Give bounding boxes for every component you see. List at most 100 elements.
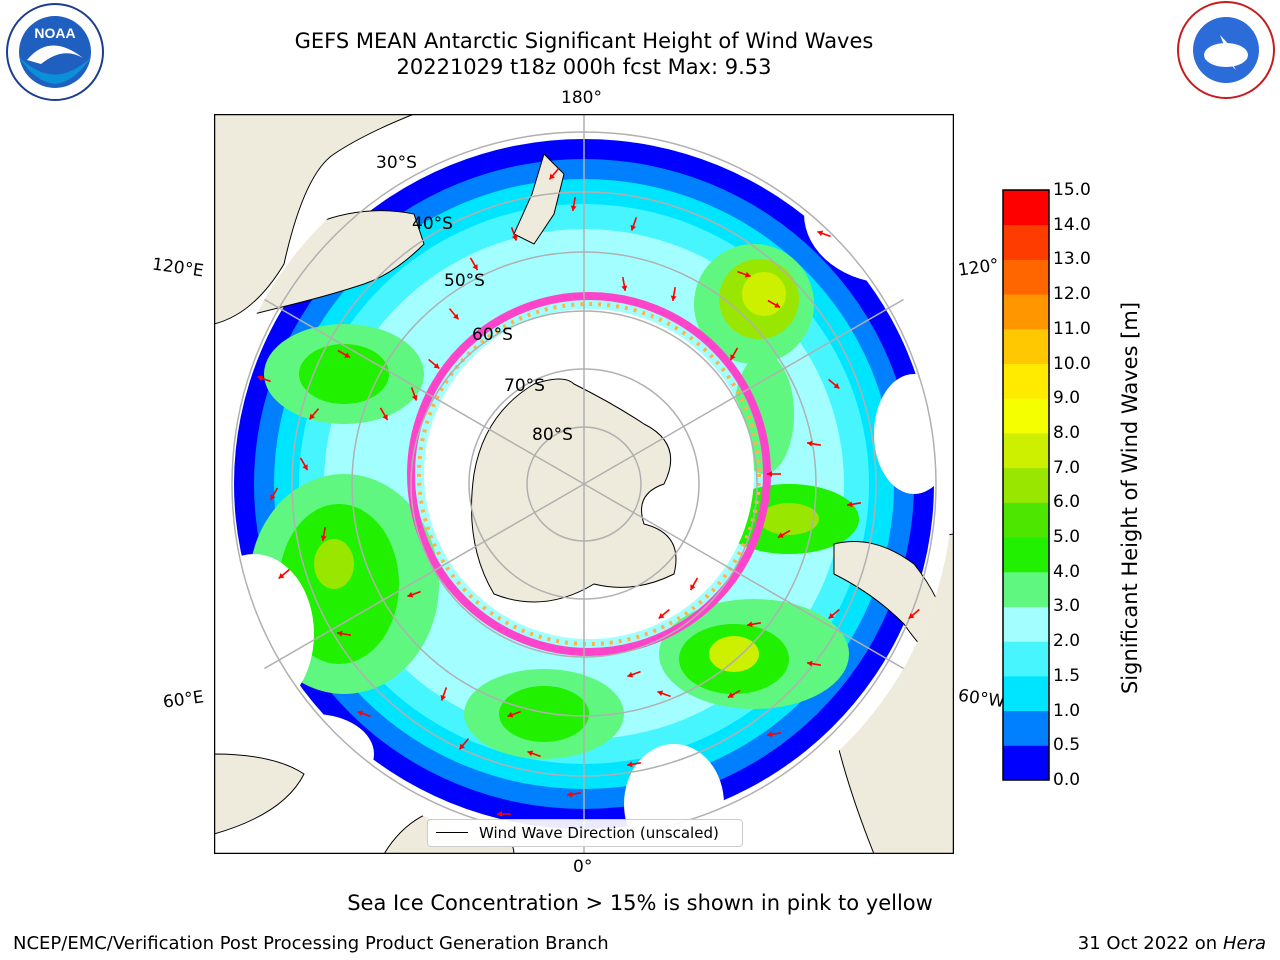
wave-arrow-head (433, 362, 440, 369)
colorbar-tick-label: 1.0 (1053, 700, 1081, 721)
footer-machine: Hera (1222, 933, 1266, 954)
colorbar-tick-label: 5.0 (1053, 527, 1081, 548)
colorbar-segment (1003, 363, 1049, 399)
wave-arrow-head (767, 731, 773, 738)
wave-arrow-head (309, 413, 316, 420)
wave-arrow-head (407, 591, 414, 598)
colorbar-segment (1003, 398, 1049, 434)
wave-arrow-head (908, 612, 915, 619)
wave-arrow-head (807, 440, 813, 447)
colorbar-tick-label: 8.0 (1053, 422, 1081, 443)
wave-arrow-head (549, 173, 556, 180)
wave-arrow-head (630, 224, 637, 231)
lat-label-40s: 40°S (412, 214, 453, 234)
noaa-logo-text: NOAA (34, 25, 75, 41)
wave-arrow-head (690, 584, 696, 591)
wave-arrow-head (511, 234, 518, 241)
colorbar-tick-label: 10.0 (1053, 353, 1091, 374)
legend-label: Wind Wave Direction (unscaled) (479, 824, 719, 842)
wave-arrow-head (847, 501, 853, 508)
lon-label-60e: 60°E (161, 687, 206, 713)
wave-arrow-head (527, 750, 534, 757)
colorbar-segment (1003, 190, 1049, 226)
colorbar-segment (1003, 710, 1049, 746)
wave-arrow-head (257, 375, 264, 382)
wave-arrow-head (270, 494, 276, 501)
colorbar-tick-label: 9.0 (1053, 388, 1081, 409)
chart-subtitle: 20221029 t18z 000h fcst Max: 9.53 (396, 55, 772, 79)
graticule (215, 115, 953, 853)
colorbar-tick-label: 7.0 (1053, 457, 1081, 478)
lon-label-120w: 120° (956, 255, 1001, 281)
colorbar-tick-label: 0.0 (1053, 770, 1081, 790)
wave-arrow-head (440, 694, 447, 701)
wave-arrow-head (657, 690, 664, 697)
colorbar-tick-label: 12.0 (1053, 284, 1091, 305)
wave-arrow-head (357, 710, 364, 717)
wave-arrow-head (278, 572, 285, 579)
legend-line-sample (436, 832, 468, 833)
colorbar-segment (1003, 606, 1049, 642)
wave-arrow-head (320, 535, 327, 541)
wave-arrow-head (627, 671, 634, 678)
wave-arrow-head (567, 791, 573, 798)
colorbar-segment (1003, 467, 1049, 503)
colorbar-tick-label: 2.0 (1053, 631, 1081, 652)
sea-ice-note: Sea Ice Concentration > 15% is shown in … (347, 891, 933, 915)
lon-label-0: 0° (573, 857, 593, 877)
colorbar-tick-label: 13.0 (1053, 249, 1091, 270)
lat-label-30s: 30°S (376, 153, 417, 173)
wave-arrow-head (658, 612, 665, 619)
wave-arrow-head (459, 743, 466, 750)
wave-arrow-head (344, 352, 351, 358)
colorbar (1002, 189, 1050, 781)
colorbar-tick-label: 11.0 (1053, 318, 1091, 339)
colorbar-segment (1003, 328, 1049, 365)
lat-label-70s: 70°S (504, 376, 545, 396)
colorbar-tick-label: 6.0 (1053, 492, 1081, 513)
wave-arrow-head (472, 264, 478, 271)
wave-arrow-head (774, 302, 781, 308)
lat-label-50s: 50°S (444, 271, 485, 291)
colorbar-segment (1003, 224, 1049, 260)
footer-date: 31 Oct 2022 on Hera (1078, 933, 1266, 954)
latitude-labels: 30°S 40°S 50°S 60°S 70°S 80°S (376, 153, 573, 445)
colorbar-tick-label: 4.0 (1053, 561, 1081, 582)
colorbar-tick-label: 15.0 (1053, 180, 1091, 200)
wave-arrow-head (747, 621, 753, 628)
lon-label-60w: 60°W (956, 685, 1007, 713)
lon-label-120e: 120°E (150, 254, 205, 282)
lon-label-180: 180° (561, 88, 602, 108)
footer-date-text: 31 Oct 2022 on (1077, 933, 1223, 954)
colorbar-label: Significant Height of Wind Waves [m] (1118, 301, 1142, 695)
wave-arrow-head (570, 205, 577, 211)
colorbar-tick-label: 14.0 (1053, 214, 1091, 235)
wave-direction-arrows (257, 168, 920, 817)
wave-arrow-head (730, 354, 736, 361)
colorbar-tick-label: 3.0 (1053, 596, 1081, 617)
wave-arrow-head (833, 382, 840, 389)
wave-arrow-head (627, 761, 633, 768)
wave-arrow-head (727, 692, 734, 698)
wave-arrow-head (807, 660, 813, 667)
colorbar-segment (1003, 537, 1049, 573)
wave-arrow-head (411, 394, 418, 401)
colorbar-segment (1003, 432, 1049, 469)
wave-arrow-head (767, 471, 772, 477)
colorbar-tick-label: 0.5 (1053, 735, 1081, 756)
colorbar-tick-label: 1.5 (1053, 665, 1081, 686)
wave-arrow-head (497, 811, 502, 817)
wave-arrow-head (302, 464, 308, 471)
wave-arrow-head (382, 414, 388, 421)
wave-arrow-head (337, 630, 343, 637)
lat-label-60s: 60°S (472, 325, 513, 345)
wave-arrow-head (744, 271, 751, 278)
colorbar-segment (1003, 502, 1049, 538)
colorbar-segment (1003, 745, 1049, 781)
nws-logo-icon (1177, 1, 1275, 99)
colorbar-segment (1003, 259, 1049, 295)
map-panel: 30°S 40°S 50°S 60°S 70°S 80°S (214, 114, 954, 854)
wave-arrow-head (621, 285, 628, 291)
chart-title: GEFS MEAN Antarctic Significant Height o… (294, 29, 874, 53)
wave-arrow-head (670, 295, 677, 301)
